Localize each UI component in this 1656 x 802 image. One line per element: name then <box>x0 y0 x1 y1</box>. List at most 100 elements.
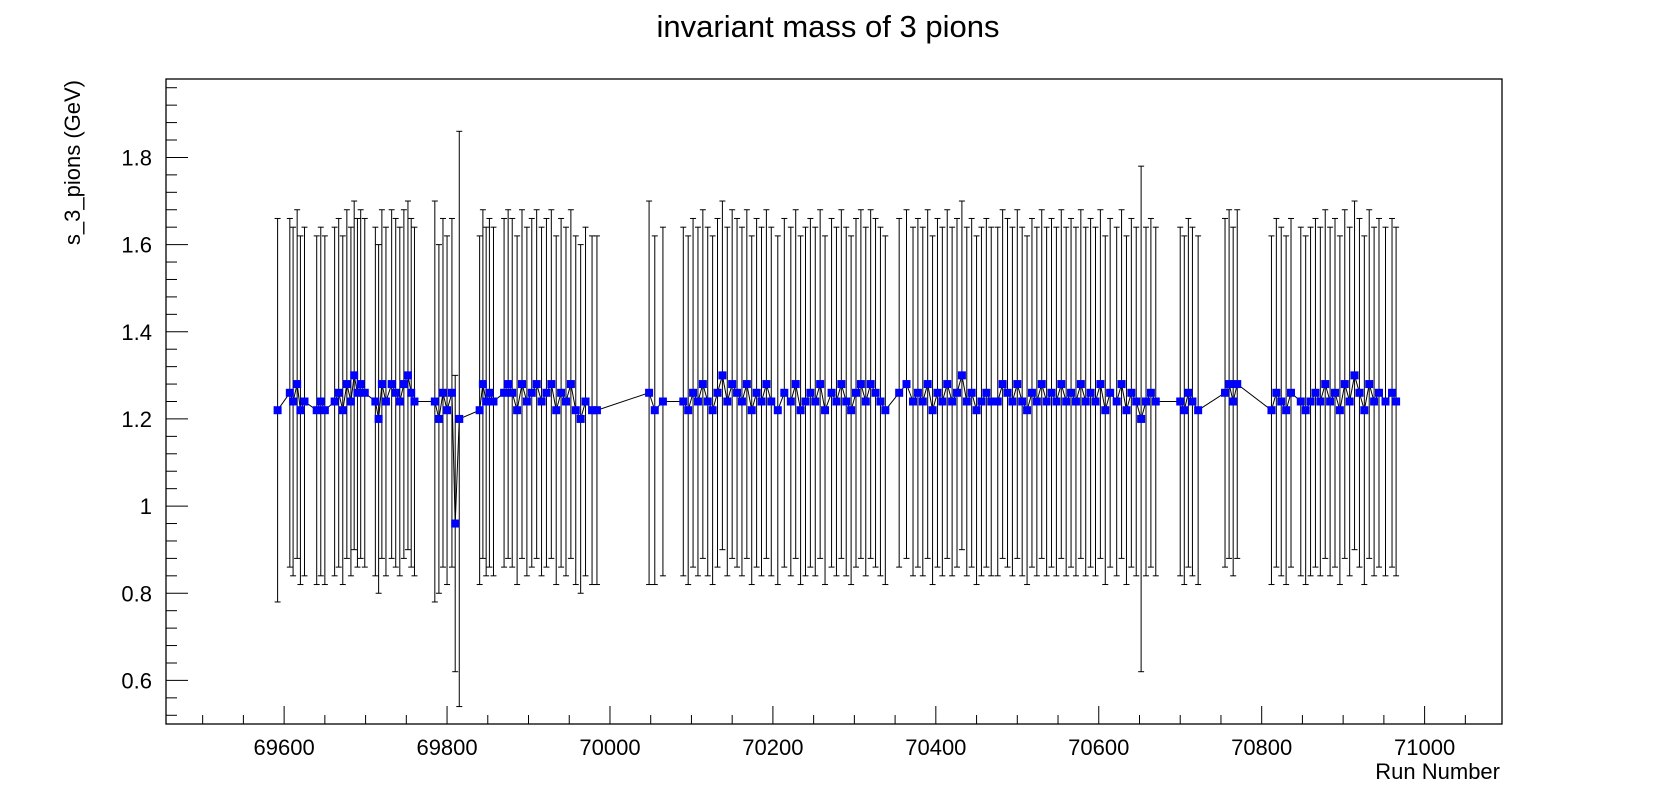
data-point <box>430 397 439 406</box>
data-point <box>485 388 494 397</box>
data-point <box>1229 397 1238 406</box>
data-point <box>1306 397 1315 406</box>
data-point <box>1388 388 1397 397</box>
data-point <box>718 371 727 380</box>
data-point <box>723 397 732 406</box>
data-point <box>786 397 795 406</box>
data-point <box>1374 388 1383 397</box>
data-point <box>982 388 991 397</box>
data-point <box>371 397 380 406</box>
data-point <box>1013 380 1022 389</box>
x-tick-label: 70200 <box>742 735 803 760</box>
data-point <box>1101 406 1110 415</box>
data-point <box>902 380 911 389</box>
data-point <box>273 406 282 415</box>
y-tick-label: 1.6 <box>121 233 152 258</box>
data-point <box>938 397 947 406</box>
data-point <box>767 397 776 406</box>
data-point <box>811 397 820 406</box>
data-point <box>552 406 561 415</box>
data-point <box>592 406 601 415</box>
data-point <box>742 380 751 389</box>
data-point <box>993 397 1002 406</box>
data-point <box>1176 397 1185 406</box>
data-point <box>645 388 654 397</box>
data-point <box>1003 388 1012 397</box>
data-point <box>866 380 875 389</box>
data-point <box>943 380 952 389</box>
x-tick-label: 70800 <box>1231 735 1292 760</box>
data-point <box>517 380 526 389</box>
data-point <box>953 388 962 397</box>
data-point <box>500 388 509 397</box>
data-point <box>851 388 860 397</box>
data-point <box>1127 388 1136 397</box>
data-point <box>293 380 302 389</box>
data-point <box>1091 397 1100 406</box>
data-point <box>1277 397 1286 406</box>
data-point <box>1316 397 1325 406</box>
data-point <box>987 397 996 406</box>
data-point <box>679 397 688 406</box>
chart-title: invariant mass of 3 pions <box>657 9 1000 44</box>
x-axis: 69600 69800 70000 70200 70400 70600 70800 71000 <box>202 706 1466 760</box>
data-point <box>918 397 927 406</box>
data-point <box>1106 388 1115 397</box>
data-point <box>909 397 918 406</box>
data-point <box>387 380 396 389</box>
data-point <box>1023 406 1032 415</box>
data-point <box>1067 388 1076 397</box>
data-point <box>330 397 339 406</box>
data-point <box>1184 388 1193 397</box>
data-point <box>703 397 712 406</box>
x-tick-label: 69800 <box>416 735 477 760</box>
data-point <box>374 414 383 423</box>
x-tick-label: 70000 <box>579 735 640 760</box>
data-point <box>1142 397 1151 406</box>
data-point <box>1360 406 1369 415</box>
data-point <box>581 397 590 406</box>
data-point <box>527 388 536 397</box>
data-point <box>827 388 836 397</box>
data-point <box>1057 380 1066 389</box>
data-point <box>342 380 351 389</box>
data-point <box>1272 388 1281 397</box>
data-point <box>1042 397 1051 406</box>
data-point <box>962 397 971 406</box>
data-point <box>316 397 325 406</box>
data-point <box>933 388 942 397</box>
data-point <box>443 406 452 415</box>
data-point <box>733 388 742 397</box>
y-tick-label: 0.6 <box>121 668 152 693</box>
data-point <box>1117 380 1126 389</box>
data-point <box>475 406 484 415</box>
data-point <box>296 406 305 415</box>
data-point <box>1350 371 1359 380</box>
data-point <box>561 397 570 406</box>
data-point <box>1151 397 1160 406</box>
data-point <box>1331 388 1339 397</box>
data-point <box>1282 406 1291 415</box>
y-tick-label: 1.8 <box>121 145 152 170</box>
data-point <box>482 397 491 406</box>
data-point <box>923 380 932 389</box>
data-point <box>360 388 369 397</box>
data-point <box>513 406 522 415</box>
data-point <box>504 380 513 389</box>
data-point <box>1096 380 1105 389</box>
data-point <box>566 380 575 389</box>
data-point <box>1370 397 1379 406</box>
data-point <box>698 380 707 389</box>
data-point <box>399 380 408 389</box>
data-point <box>1122 406 1131 415</box>
data-point <box>1335 406 1344 415</box>
data-point <box>1287 388 1296 397</box>
y-tick-label: 1.4 <box>121 320 152 345</box>
data-point <box>557 388 566 397</box>
data-point <box>300 397 309 406</box>
data-point <box>438 388 447 397</box>
data-point <box>1345 397 1354 406</box>
data-point <box>658 397 667 406</box>
data-point <box>821 406 830 415</box>
